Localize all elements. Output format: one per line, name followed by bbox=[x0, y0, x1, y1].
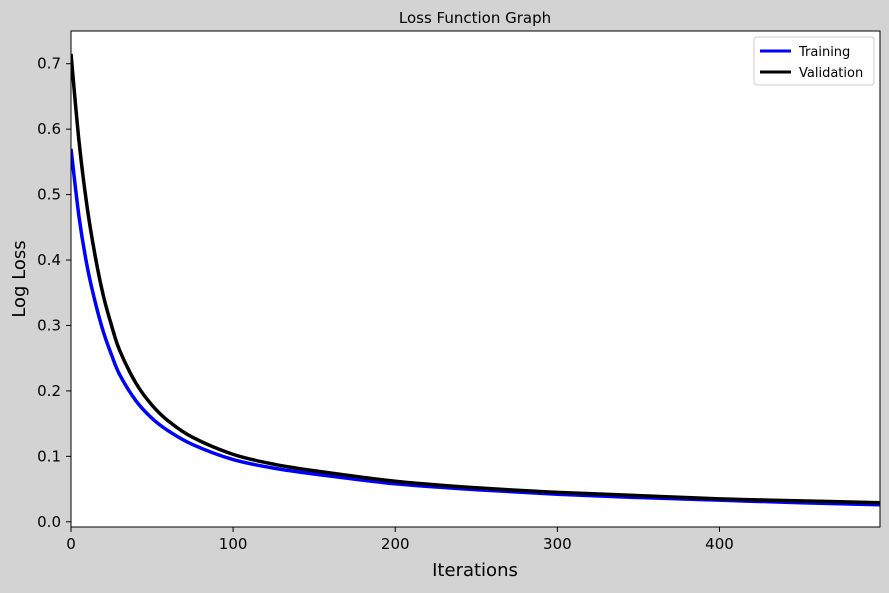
x-tick-label: 100 bbox=[219, 535, 248, 553]
y-tick-label: 0.1 bbox=[37, 447, 61, 465]
legend-validation-label: Validation bbox=[799, 66, 863, 81]
y-tick-label: 0.5 bbox=[37, 186, 61, 204]
x-axis-label: Iterations bbox=[432, 560, 518, 581]
x-tick-label: 200 bbox=[381, 535, 410, 553]
series-line-training bbox=[71, 148, 880, 507]
legend-training-label: Training bbox=[798, 45, 850, 60]
x-tick-label: 0 bbox=[66, 535, 76, 553]
x-ticks: 0 100 200 300 400 bbox=[66, 527, 734, 553]
y-tick-label: 0.3 bbox=[37, 316, 61, 334]
series-line-validation bbox=[71, 53, 880, 505]
y-ticks: 0.0 0.1 0.2 0.3 0.4 0.5 0.6 0.7 bbox=[37, 55, 71, 531]
x-tick-label: 400 bbox=[705, 535, 734, 553]
x-tick-label: 300 bbox=[543, 535, 572, 553]
plot-area-frame bbox=[70, 30, 881, 528]
y-tick-label: 0.6 bbox=[37, 120, 61, 138]
y-tick-label: 0.0 bbox=[37, 513, 61, 531]
y-tick-label: 0.4 bbox=[37, 251, 61, 269]
chart-title: Loss Function Graph bbox=[399, 9, 551, 27]
y-axis-label: Log Loss bbox=[9, 240, 30, 317]
y-tick-label: 0.2 bbox=[37, 382, 61, 400]
plot-area-background bbox=[71, 31, 880, 527]
series-layer bbox=[71, 53, 880, 507]
y-tick-label: 0.7 bbox=[37, 55, 61, 73]
legend: Training Validation bbox=[753, 36, 875, 86]
